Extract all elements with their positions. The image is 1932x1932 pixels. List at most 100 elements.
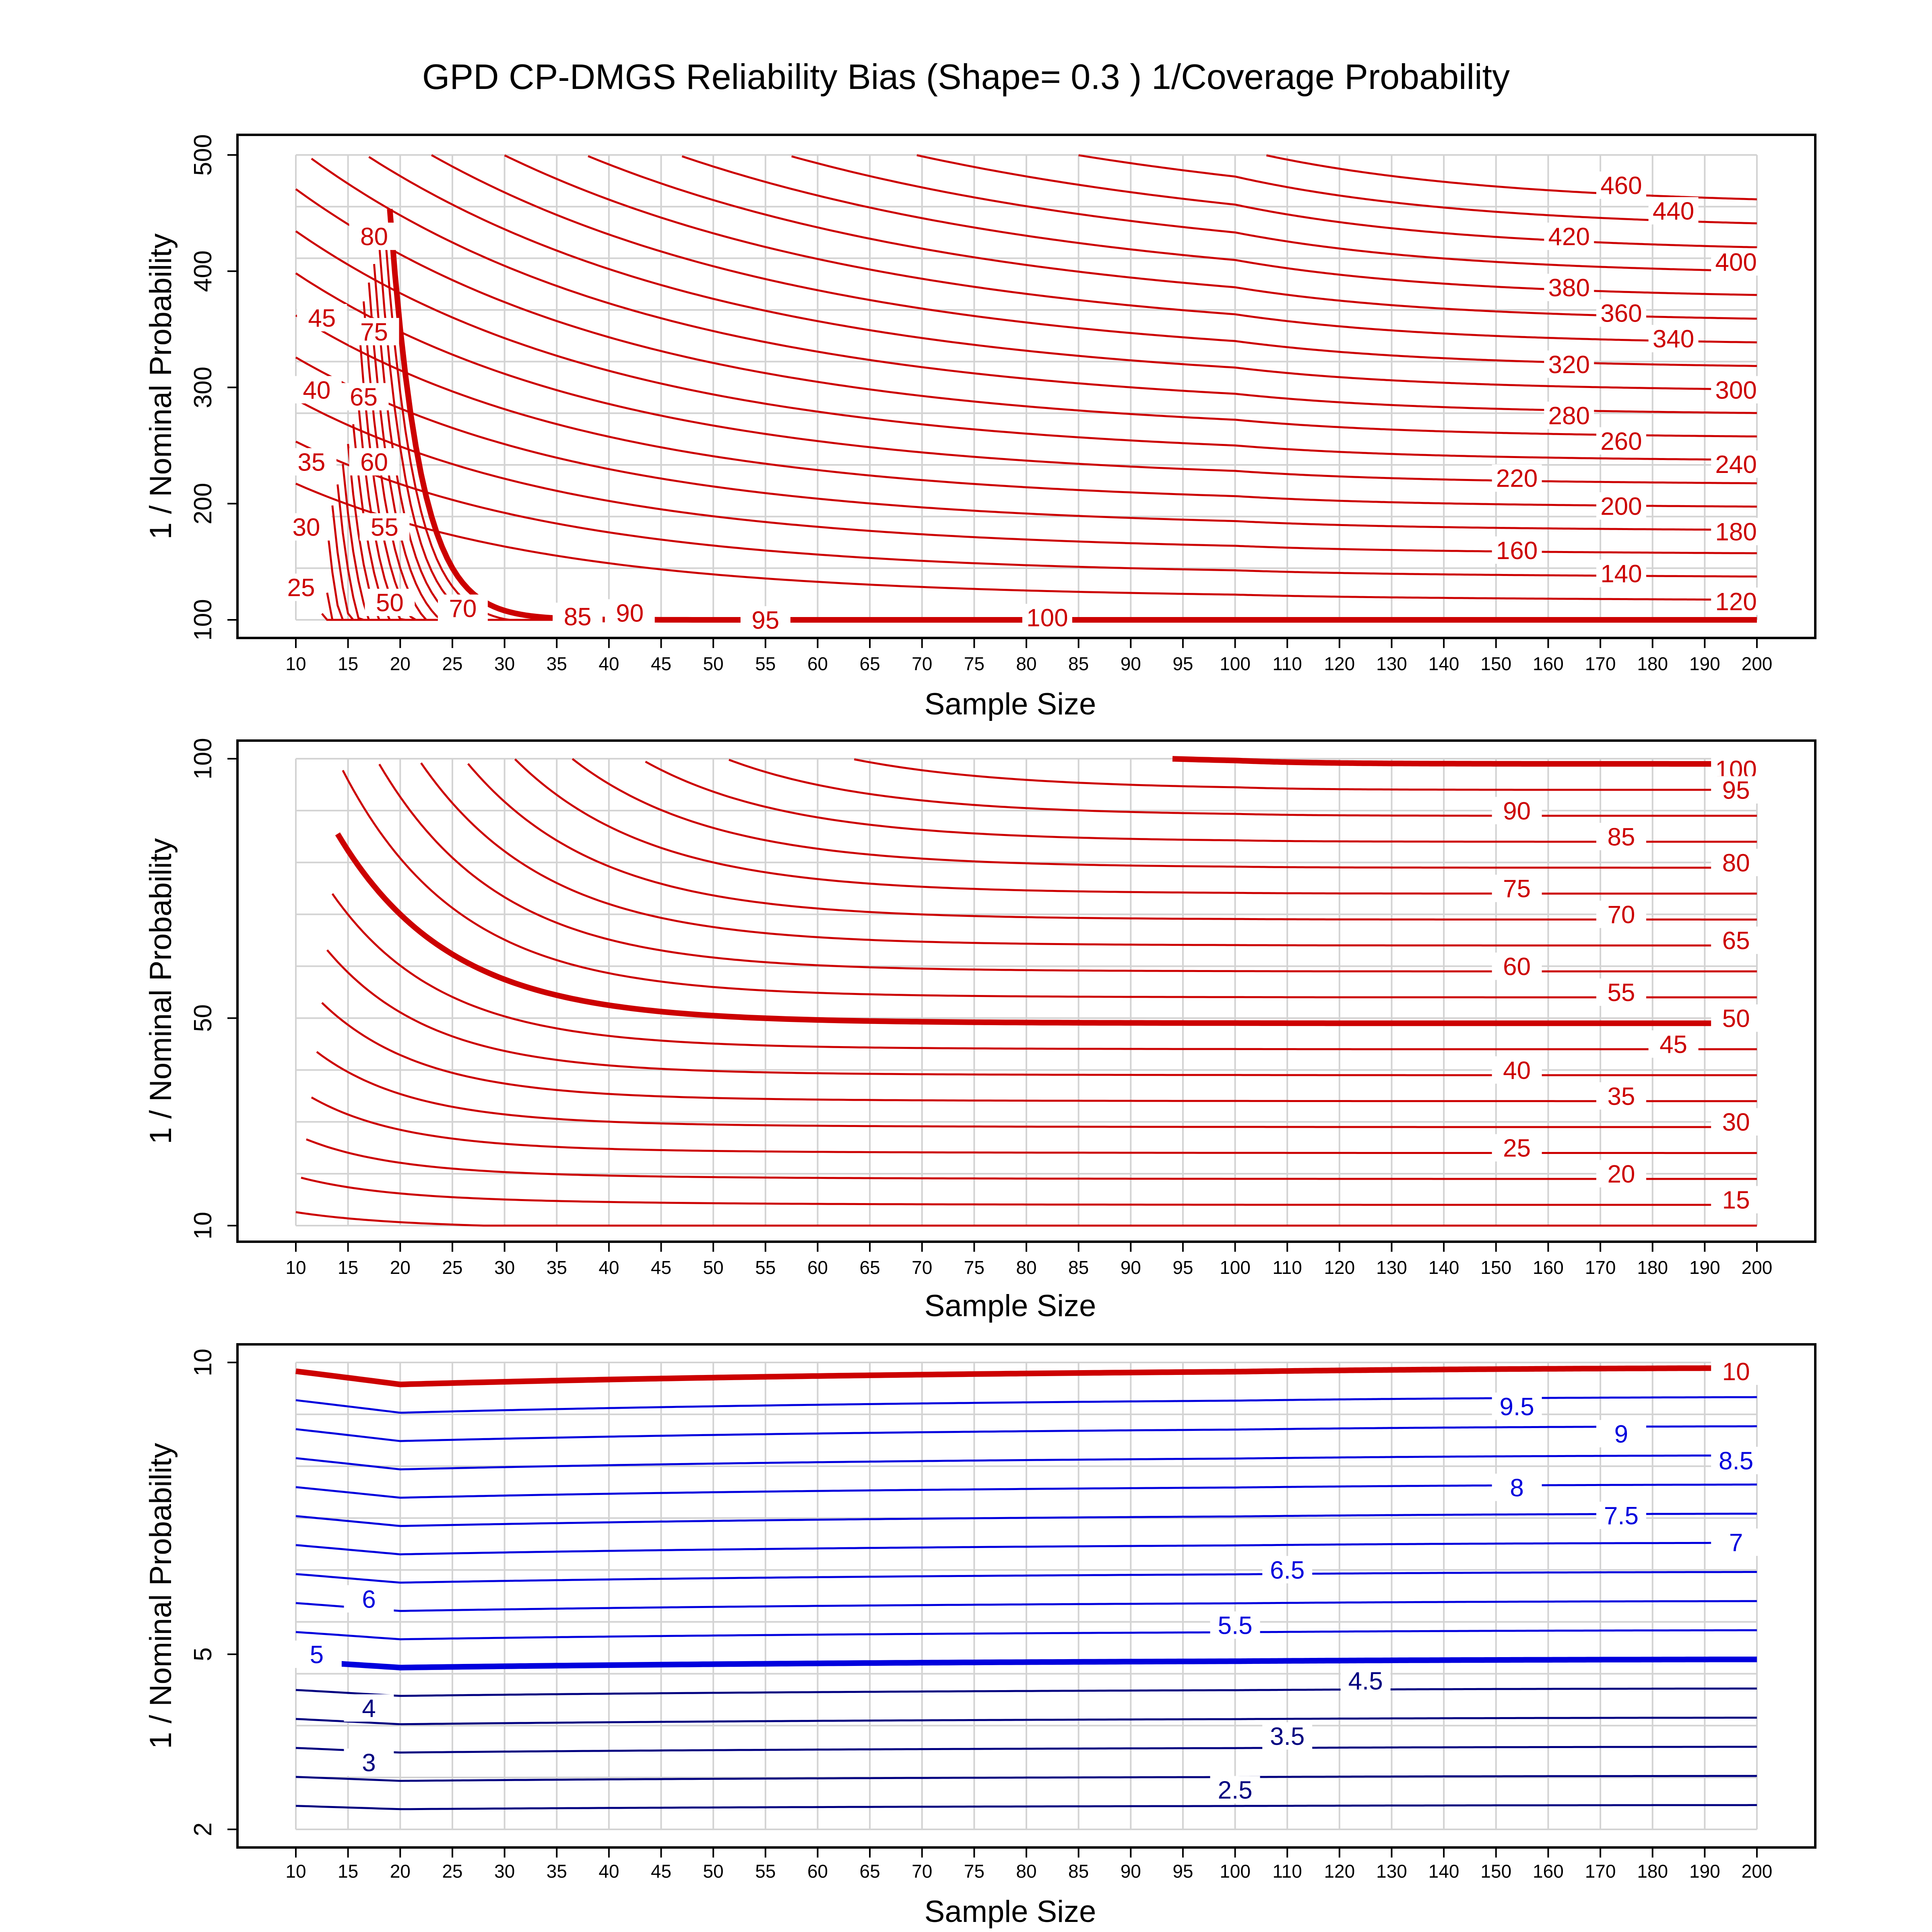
x-tick-label: 45 <box>651 1257 671 1278</box>
x-tick-label: 10 <box>285 1861 306 1882</box>
x-tick-label: 120 <box>1324 1257 1355 1278</box>
contour-label: 40 <box>1503 1057 1531 1084</box>
contour-label-background <box>349 318 399 345</box>
contour-label-background <box>1596 171 1646 199</box>
contour-label: 80 <box>1722 849 1750 877</box>
contour-label-background <box>1711 1186 1761 1214</box>
contour-line <box>295 1717 1757 1726</box>
y-axis-title: 1 / Nominal Probability <box>144 1443 178 1749</box>
contour-label-background <box>1711 587 1761 615</box>
x-tick-label: 100 <box>1220 653 1251 674</box>
contour-label: 5.5 <box>1218 1612 1252 1640</box>
contour-label-background <box>281 513 331 541</box>
contour-label: 75 <box>1503 875 1531 903</box>
x-tick-label: 55 <box>755 1257 776 1278</box>
contour-label: 90 <box>616 600 644 627</box>
x-tick-label: 190 <box>1689 653 1720 674</box>
contour-line <box>295 1804 1757 1810</box>
x-tick-label: 55 <box>755 653 776 674</box>
contour-label-background <box>1596 978 1646 1006</box>
contour-label-background <box>339 383 389 411</box>
contour-label-background <box>349 223 399 250</box>
x-tick-label: 10 <box>285 653 306 674</box>
contour-line <box>301 1177 1757 1206</box>
contour-line <box>916 154 1757 248</box>
contour-label: 60 <box>1503 953 1531 981</box>
contour-line <box>311 158 1757 414</box>
x-tick-label: 180 <box>1637 653 1668 674</box>
contour-label: 35 <box>297 448 325 476</box>
panel-middle: 10 15 20 25 30 35 40 45 50 55 60 65 70 75 80 85 90 95 100 1… <box>144 738 1816 1323</box>
y-tick-label: 500 <box>189 134 217 175</box>
x-tick-label: 40 <box>599 1257 619 1278</box>
x-tick-label: 180 <box>1637 1257 1668 1278</box>
x-tick-label: 20 <box>390 1257 411 1278</box>
x-tick-label: 65 <box>859 1861 880 1882</box>
x-tick-label: 150 <box>1480 1861 1511 1882</box>
contour-line <box>295 1687 1757 1697</box>
x-tick-label: 30 <box>494 1257 515 1278</box>
contour-line <box>347 444 1757 621</box>
contour-label: 8 <box>1510 1474 1523 1502</box>
y-tick-label: 2 <box>189 1823 217 1836</box>
contour-line <box>295 1396 1757 1414</box>
contour-line <box>572 758 1757 869</box>
contour-label-background <box>1492 464 1542 492</box>
contour-label-background <box>1492 1056 1542 1084</box>
x-tick-label: 50 <box>703 1861 724 1882</box>
contour-label: 320 <box>1548 351 1590 379</box>
x-tick-label: 55 <box>755 1861 776 1882</box>
contour-label: 420 <box>1548 223 1590 251</box>
contour-label-background <box>276 574 326 601</box>
contour-label-background <box>1711 848 1761 876</box>
contour-label: 15 <box>1722 1187 1750 1214</box>
x-tick-label: 110 <box>1273 1861 1302 1882</box>
contour-label-background <box>1711 776 1761 804</box>
contour-label: 4 <box>362 1695 376 1722</box>
contour-line <box>295 1746 1757 1754</box>
x-tick-label: 180 <box>1637 1861 1668 1882</box>
contour-line <box>514 758 1757 895</box>
contour-label: 4.5 <box>1348 1667 1383 1695</box>
x-tick-label: 25 <box>442 1861 462 1882</box>
contour-label: 2.5 <box>1218 1776 1252 1804</box>
x-tick-label: 160 <box>1533 1861 1564 1882</box>
x-tick-label: 95 <box>1172 1861 1193 1882</box>
x-tick-label: 75 <box>964 1257 985 1278</box>
contour-line <box>295 230 1757 461</box>
contour-label: 360 <box>1600 300 1642 328</box>
contour-label-background <box>1711 1528 1761 1556</box>
contour-line <box>331 893 1757 1051</box>
contour-label-background <box>1711 1447 1761 1474</box>
contour-label-background <box>1711 518 1761 545</box>
contour-label-background <box>1544 401 1594 429</box>
y-axis-title: 1 / Nominal Probability <box>144 838 178 1144</box>
contour-label: 9 <box>1614 1420 1628 1448</box>
contour-line <box>295 314 1757 508</box>
chart-title: GPD CP-DMGS Reliability Bias (Shape= 0.3… <box>422 57 1510 97</box>
x-tick-label: 150 <box>1480 653 1511 674</box>
x-tick-label: 120 <box>1324 653 1355 674</box>
contour-line <box>1172 756 1757 767</box>
contour-line <box>311 1096 1757 1154</box>
contour-label: 30 <box>1722 1108 1750 1136</box>
x-tick-label: 40 <box>599 653 619 674</box>
contour-label: 200 <box>1600 493 1642 520</box>
x-tick-label: 30 <box>494 653 515 674</box>
x-tick-label: 200 <box>1742 1861 1773 1882</box>
x-tick-label: 90 <box>1121 1257 1141 1278</box>
y-tick-label: 10 <box>189 1212 217 1240</box>
contour-label-background <box>286 448 336 476</box>
contour-line <box>326 949 1757 1076</box>
contour-label-background <box>359 513 410 541</box>
contour-label: 400 <box>1715 249 1757 277</box>
contour-label: 60 <box>360 448 388 476</box>
contour-label: 240 <box>1715 451 1757 479</box>
contour-line <box>295 188 1757 438</box>
contour-line <box>504 154 1757 344</box>
contour-label: 45 <box>308 304 336 332</box>
contour-label: 20 <box>1607 1160 1635 1188</box>
x-tick-label: 110 <box>1273 653 1302 674</box>
x-tick-label: 95 <box>1172 653 1193 674</box>
